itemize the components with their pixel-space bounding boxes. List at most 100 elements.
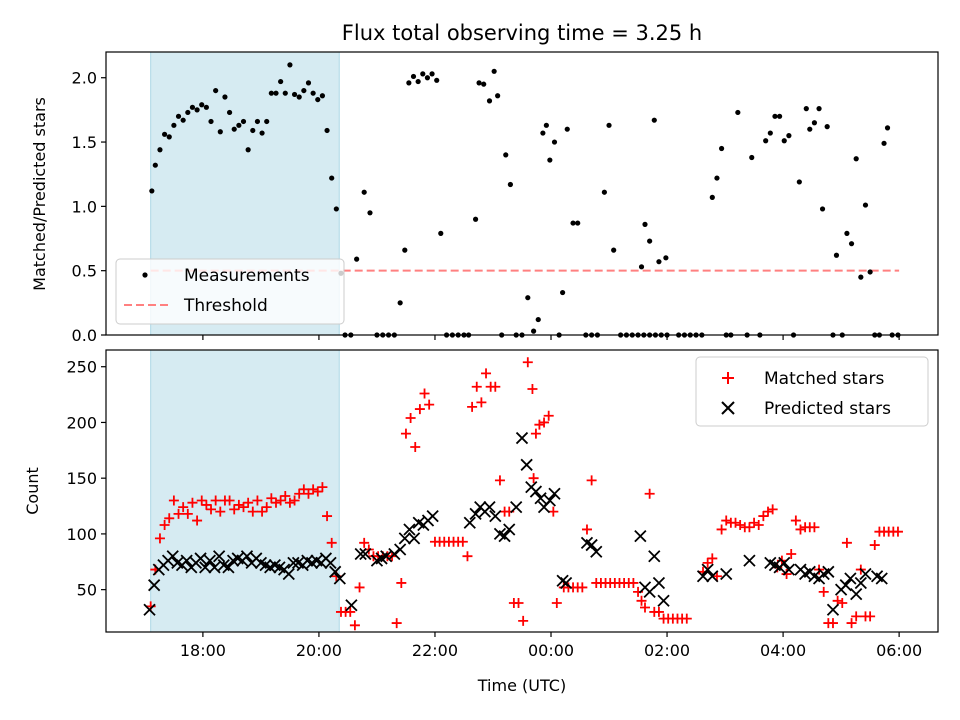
matched-star-point bbox=[476, 397, 487, 408]
measurement-point bbox=[833, 252, 840, 258]
matched-star-point bbox=[270, 497, 281, 508]
measurement-point bbox=[844, 230, 850, 236]
predicted-star-point bbox=[854, 576, 867, 590]
bottom-legend: Matched stars Predicted stars bbox=[695, 356, 929, 427]
measurement-point bbox=[564, 126, 570, 132]
matched-star-point bbox=[735, 519, 746, 530]
predicted-star-point bbox=[282, 567, 295, 581]
measurement-point bbox=[287, 62, 293, 68]
measurement-point bbox=[547, 157, 553, 163]
measurement-point bbox=[226, 109, 233, 116]
measurement-point bbox=[194, 107, 200, 113]
y-tick-label: 1.0 bbox=[72, 197, 97, 216]
measurement-point bbox=[642, 221, 648, 227]
measurement-point bbox=[503, 152, 509, 158]
matched-star-point bbox=[481, 368, 492, 379]
predicted-star-point bbox=[143, 603, 156, 616]
measurement-point bbox=[273, 90, 279, 96]
measurement-point bbox=[420, 71, 426, 77]
matched-star-point bbox=[206, 504, 217, 515]
predicted-star-point bbox=[648, 550, 661, 563]
measurement-point bbox=[254, 118, 261, 125]
legend-predicted-marker bbox=[721, 401, 735, 415]
measurement-point bbox=[424, 75, 431, 81]
matched-star-point bbox=[707, 553, 718, 564]
y-tick-label: 2.0 bbox=[72, 69, 97, 88]
measurement-point bbox=[250, 127, 256, 134]
matched-star-point bbox=[233, 499, 244, 510]
measurement-point bbox=[305, 80, 312, 86]
matched-star-point bbox=[201, 499, 212, 510]
matched-star-point bbox=[164, 513, 175, 524]
predicted-star-point bbox=[208, 561, 221, 574]
predicted-star-point bbox=[844, 572, 857, 585]
matched-star-point bbox=[247, 506, 258, 517]
measurement-point bbox=[777, 113, 783, 119]
measurement-point bbox=[361, 189, 367, 195]
measurement-point bbox=[268, 90, 274, 96]
measurement-point bbox=[819, 206, 826, 212]
matched-star-point bbox=[414, 404, 425, 415]
measurement-point bbox=[236, 122, 242, 128]
measurement-point bbox=[415, 78, 421, 85]
measurement-point bbox=[291, 91, 298, 98]
matched-star-point bbox=[758, 511, 769, 522]
predicted-star-point bbox=[701, 563, 714, 576]
measurement-point bbox=[796, 179, 802, 185]
matched-star-point bbox=[818, 586, 829, 597]
measurement-point bbox=[185, 109, 191, 116]
predicted-star-point bbox=[585, 538, 598, 552]
predicted-star-point bbox=[388, 547, 401, 561]
predicted-star-point bbox=[657, 594, 670, 607]
y-tick-label: 0.5 bbox=[72, 262, 97, 281]
matched-star-point bbox=[289, 495, 300, 506]
matched-star-point bbox=[730, 517, 741, 528]
bottom-axes-frame bbox=[105, 349, 939, 633]
matched-star-point bbox=[178, 502, 189, 513]
measurement-point bbox=[853, 156, 859, 162]
matched-star-point bbox=[551, 598, 562, 609]
measurement-point bbox=[319, 93, 326, 99]
matched-star-point bbox=[284, 497, 295, 508]
measurement-point bbox=[531, 328, 537, 334]
measurement-point bbox=[240, 118, 247, 125]
predicted-star-point bbox=[652, 576, 666, 590]
x-axis-label: Time (UTC) bbox=[477, 676, 566, 695]
measurement-point bbox=[551, 139, 558, 145]
matched-star-point bbox=[354, 582, 365, 593]
predicted-star-point bbox=[329, 565, 342, 578]
matched-star-point bbox=[809, 522, 820, 533]
matched-star-point bbox=[168, 495, 179, 506]
matched-star-point bbox=[471, 381, 482, 392]
measurement-point bbox=[406, 80, 412, 86]
measurement-point bbox=[410, 73, 417, 80]
measurement-point bbox=[296, 94, 302, 100]
measurement-point bbox=[333, 206, 339, 212]
matched-star-point bbox=[322, 511, 333, 522]
top-legend: Measurements Threshold bbox=[115, 258, 345, 325]
matched-star-point bbox=[586, 475, 597, 486]
predicted-star-point bbox=[875, 572, 888, 585]
measurement-point bbox=[429, 71, 435, 77]
matched-star-point bbox=[210, 495, 221, 506]
predicted-star-point bbox=[398, 532, 411, 545]
measurement-point bbox=[315, 96, 321, 103]
matched-star-point bbox=[581, 524, 592, 535]
measurement-point bbox=[543, 122, 549, 128]
matched-star-point bbox=[841, 537, 852, 548]
matched-star-point bbox=[644, 488, 655, 499]
x-tick-label: 04:00 bbox=[760, 641, 806, 660]
matched-star-point bbox=[636, 595, 647, 606]
matched-star-point bbox=[490, 381, 501, 392]
matched-star-point bbox=[154, 533, 165, 544]
predicted-star-point bbox=[529, 485, 543, 498]
measurement-point bbox=[152, 162, 158, 168]
legend-threshold-label: Threshold bbox=[183, 296, 268, 316]
legend-measurements-label: Measurements bbox=[184, 266, 310, 286]
measurement-point bbox=[231, 126, 237, 132]
matched-star-point bbox=[837, 598, 848, 609]
measurement-point bbox=[157, 147, 163, 153]
matched-star-point bbox=[462, 551, 473, 562]
measurement-point bbox=[718, 145, 725, 152]
